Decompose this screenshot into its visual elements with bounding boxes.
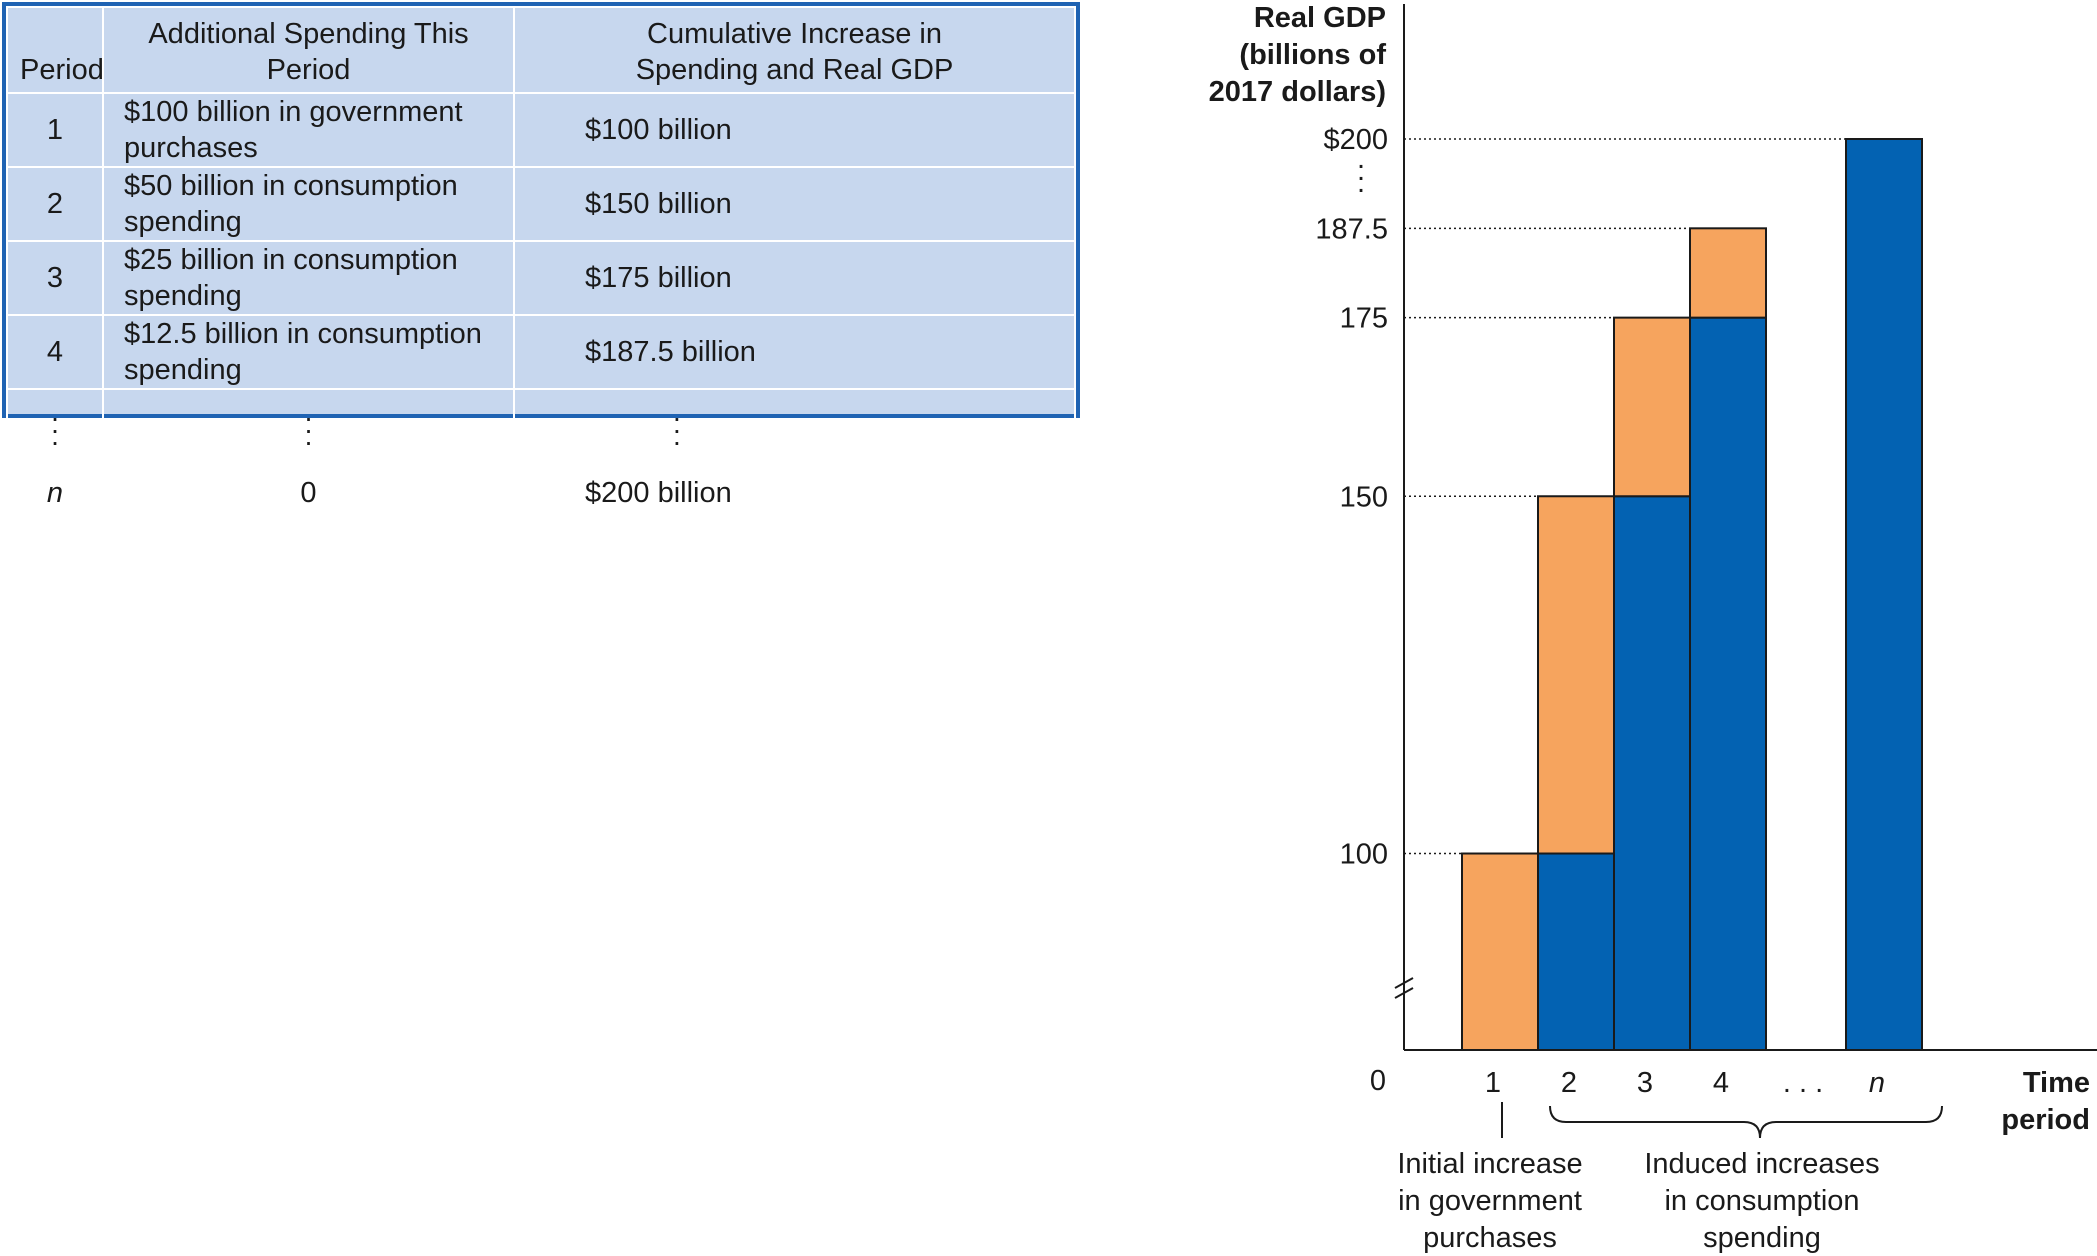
x-axis-title-line1: Time bbox=[2023, 1067, 2090, 1099]
x-ellipsis: . . . bbox=[1783, 1067, 1823, 1099]
spending-cell: 0 bbox=[102, 470, 515, 516]
spending-cell: $100 billion in government purchases bbox=[102, 92, 515, 168]
cumulative-cell: $150 billion bbox=[513, 166, 1076, 242]
origin-label: 0 bbox=[1370, 1065, 1386, 1097]
table-ellipsis-row: ... ... ... bbox=[6, 388, 1076, 472]
x-axis-title: Time period bbox=[2001, 1067, 2090, 1136]
table-row: 3 $25 billion in consumption spending $1… bbox=[6, 240, 1076, 316]
initial-annotation: Initial increase in government purchases bbox=[1397, 1148, 1582, 1254]
induced-brace bbox=[1549, 1105, 1943, 1139]
bar-carried-4 bbox=[1689, 316, 1767, 1051]
axis-break-mark bbox=[1394, 977, 1414, 989]
period-cell: 1 bbox=[6, 92, 104, 168]
period-header: Period bbox=[6, 6, 104, 94]
period-cell: n bbox=[6, 470, 104, 516]
x-tick-label: 2 bbox=[1561, 1067, 1577, 1099]
cumulative-cell: $100 billion bbox=[513, 92, 1076, 168]
vertical-dots: ... bbox=[102, 388, 515, 472]
x-tick-label: 4 bbox=[1713, 1067, 1729, 1099]
table-row: n 0 $200 billion bbox=[6, 470, 1076, 516]
spending-cell: $50 billion in consumption spending bbox=[102, 166, 515, 242]
induced-annotation-line2: in consumption bbox=[1664, 1185, 1859, 1217]
bar-new-spending-4 bbox=[1689, 227, 1767, 319]
x-tick-label: n bbox=[1869, 1067, 1885, 1099]
x-tick-label: 3 bbox=[1637, 1067, 1653, 1099]
dotted-guides bbox=[1404, 138, 1846, 855]
period-cell: 2 bbox=[6, 166, 104, 242]
cumulative-cell: $200 billion bbox=[513, 470, 1076, 516]
spending-cell: $25 billion in consumption spending bbox=[102, 240, 515, 316]
bar-carried-n bbox=[1845, 138, 1923, 1051]
induced-annotation-line1: Induced increases bbox=[1644, 1148, 1879, 1180]
vertical-ellipsis: . bbox=[1357, 167, 1365, 199]
y-tick-label: 100 bbox=[1340, 839, 1388, 871]
induced-annotation-line3: spending bbox=[1703, 1222, 1821, 1254]
y-axis-title-line1: Real GDP bbox=[1254, 2, 1386, 34]
initial-annotation-line1: Initial increase bbox=[1397, 1148, 1582, 1180]
bar-new-spending-2 bbox=[1537, 495, 1615, 855]
bar-new-spending-3 bbox=[1613, 316, 1691, 498]
bar-carried-3 bbox=[1613, 495, 1691, 1052]
vertical-ellipsis: . bbox=[1357, 155, 1365, 187]
cumulative-cell: $175 billion bbox=[513, 240, 1076, 316]
table-row: 2 $50 billion in consumption spending $1… bbox=[6, 166, 1076, 242]
x-axis-title-line2: period bbox=[2001, 1104, 2090, 1136]
bar-carried-2 bbox=[1537, 852, 1615, 1052]
multiplier-table: Period Additional Spending This Period C… bbox=[2, 2, 1080, 516]
y-tick-label: 187.5 bbox=[1315, 213, 1388, 245]
cumulative-cell: $187.5 billion bbox=[513, 314, 1076, 390]
period-cell: 3 bbox=[6, 240, 104, 316]
y-axis-title-line3: 2017 dollars) bbox=[1209, 76, 1386, 108]
spending-cell: $12.5 billion in consumption spending bbox=[102, 314, 515, 390]
y-axis-title: Real GDP (billions of 2017 dollars) bbox=[1209, 2, 1387, 108]
table-row: 1 $100 billion in government purchases $… bbox=[6, 92, 1076, 168]
bars bbox=[1461, 138, 1923, 1052]
y-tick-label: 175 bbox=[1340, 303, 1388, 335]
x-tick-labels: 1 2 3 4 n bbox=[1485, 1067, 1885, 1099]
vertical-dots: ... bbox=[6, 388, 104, 472]
initial-annotation-line2: in government bbox=[1398, 1185, 1582, 1217]
y-tick-label: 150 bbox=[1340, 481, 1388, 513]
cumulative-header-line1: Cumulative Increase in bbox=[647, 18, 942, 50]
cumulative-header: Cumulative Increase in Spending and Real… bbox=[513, 6, 1076, 94]
induced-annotation: Induced increases in consumption spendin… bbox=[1644, 1148, 1879, 1254]
bar-new-spending-1 bbox=[1461, 852, 1539, 1052]
period-cell: 4 bbox=[6, 314, 104, 390]
y-axis-title-line2: (billions of bbox=[1239, 39, 1386, 71]
vertical-dots: ... bbox=[513, 388, 1076, 472]
cumulative-header-line2: Spending and Real GDP bbox=[635, 54, 954, 86]
initial-annotation-line3: purchases bbox=[1423, 1222, 1557, 1254]
y-tick-label: $200 bbox=[1323, 124, 1388, 156]
vertical-ellipsis: . bbox=[1357, 143, 1365, 175]
table-row: 4 $12.5 billion in consumption spending … bbox=[6, 314, 1076, 390]
axis-break-mark bbox=[1394, 987, 1414, 999]
additional-spending-header: Additional Spending This Period bbox=[102, 6, 515, 94]
y-tick-labels: $200 187.5 175 150 100 bbox=[1315, 124, 1388, 871]
axes bbox=[1394, 4, 2097, 1051]
x-tick-label: 1 bbox=[1485, 1067, 1501, 1099]
